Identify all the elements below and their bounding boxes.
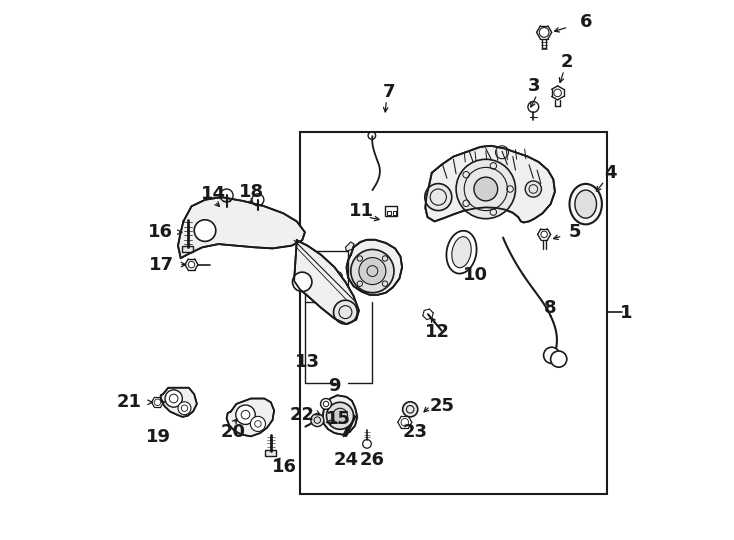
Text: 13: 13 bbox=[295, 353, 320, 371]
Ellipse shape bbox=[324, 272, 330, 279]
Text: 20: 20 bbox=[221, 423, 246, 441]
Circle shape bbox=[333, 408, 348, 423]
Ellipse shape bbox=[313, 288, 319, 295]
Text: 3: 3 bbox=[528, 77, 541, 96]
Text: 1: 1 bbox=[620, 304, 633, 322]
Bar bbox=[385, 206, 397, 216]
Text: 4: 4 bbox=[604, 164, 617, 182]
Text: 26: 26 bbox=[360, 451, 385, 469]
Circle shape bbox=[250, 416, 266, 431]
Text: 5: 5 bbox=[569, 223, 581, 241]
Circle shape bbox=[333, 300, 357, 324]
Bar bbox=[305, 251, 348, 302]
Bar bbox=[393, 211, 396, 215]
Text: 11: 11 bbox=[349, 201, 374, 220]
Circle shape bbox=[292, 272, 312, 292]
Circle shape bbox=[178, 402, 191, 415]
Bar bbox=[299, 132, 607, 494]
Polygon shape bbox=[346, 240, 402, 295]
Text: 12: 12 bbox=[425, 323, 450, 341]
Ellipse shape bbox=[313, 272, 319, 279]
Circle shape bbox=[544, 347, 560, 363]
Text: 17: 17 bbox=[149, 255, 174, 274]
Text: 18: 18 bbox=[239, 183, 264, 201]
Text: 2: 2 bbox=[561, 53, 573, 71]
Circle shape bbox=[456, 159, 515, 219]
Text: 7: 7 bbox=[382, 83, 395, 101]
Circle shape bbox=[327, 402, 354, 429]
Ellipse shape bbox=[324, 288, 330, 295]
Circle shape bbox=[474, 177, 498, 201]
Ellipse shape bbox=[452, 237, 471, 268]
Text: 22: 22 bbox=[290, 406, 315, 424]
Circle shape bbox=[526, 181, 542, 197]
Circle shape bbox=[310, 414, 324, 427]
Polygon shape bbox=[178, 197, 305, 258]
Ellipse shape bbox=[575, 190, 597, 218]
Text: 14: 14 bbox=[200, 185, 225, 204]
Text: 19: 19 bbox=[145, 428, 170, 447]
Text: 16: 16 bbox=[148, 223, 173, 241]
Text: 15: 15 bbox=[327, 409, 352, 428]
Circle shape bbox=[351, 249, 394, 293]
Bar bbox=[387, 211, 391, 215]
Text: 10: 10 bbox=[462, 266, 487, 285]
Polygon shape bbox=[323, 395, 357, 435]
Text: 24: 24 bbox=[334, 451, 359, 469]
Text: 8: 8 bbox=[545, 299, 557, 317]
Ellipse shape bbox=[570, 184, 602, 225]
Text: 25: 25 bbox=[430, 397, 455, 415]
Text: 9: 9 bbox=[328, 377, 341, 395]
Circle shape bbox=[403, 402, 418, 417]
Ellipse shape bbox=[336, 288, 343, 295]
Circle shape bbox=[321, 399, 331, 409]
Polygon shape bbox=[346, 242, 354, 251]
Bar bbox=[182, 246, 193, 252]
Polygon shape bbox=[227, 399, 274, 436]
Text: 23: 23 bbox=[403, 423, 428, 441]
Circle shape bbox=[165, 390, 182, 407]
Circle shape bbox=[550, 351, 567, 367]
Circle shape bbox=[425, 184, 452, 211]
Polygon shape bbox=[425, 146, 555, 222]
Polygon shape bbox=[161, 388, 197, 417]
Polygon shape bbox=[294, 240, 359, 324]
Bar bbox=[266, 450, 276, 456]
Circle shape bbox=[195, 220, 216, 241]
Text: 16: 16 bbox=[272, 458, 297, 476]
Circle shape bbox=[236, 405, 255, 424]
Circle shape bbox=[359, 258, 386, 285]
Text: 21: 21 bbox=[117, 393, 142, 411]
Ellipse shape bbox=[336, 272, 343, 279]
Text: 6: 6 bbox=[579, 12, 592, 31]
Ellipse shape bbox=[446, 231, 476, 274]
